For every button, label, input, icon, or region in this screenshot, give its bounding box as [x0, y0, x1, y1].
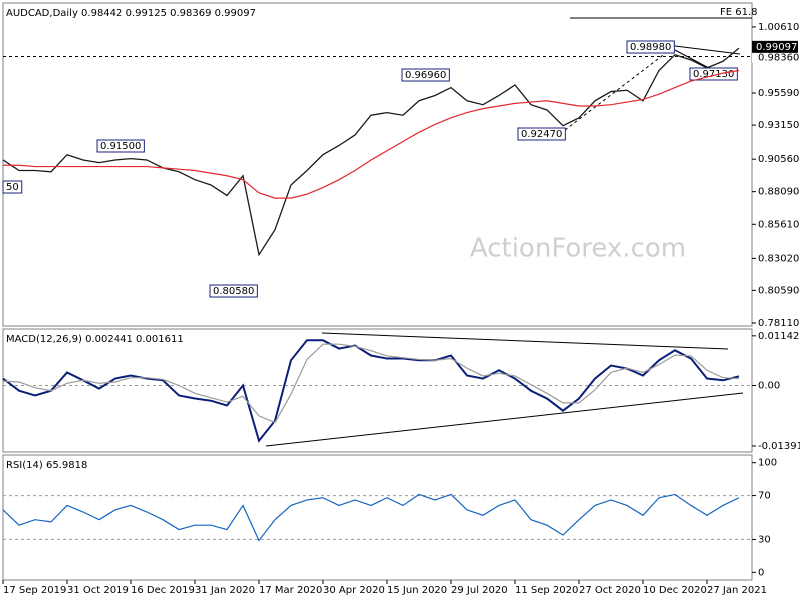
annotation-label: 0.96960 — [405, 70, 446, 81]
annotation-box — [96, 139, 145, 153]
last-price-label: 0.99097 — [756, 42, 797, 53]
price-box — [752, 51, 798, 63]
annotation-label: 0.97130 — [693, 69, 734, 80]
annotation-label: 0.98980 — [630, 42, 671, 53]
panel-title: MACD(12,26,9) 0.002441 0.001611 — [6, 334, 184, 345]
series-line — [2, 493, 740, 542]
annotation-label: 0.92470 — [521, 129, 562, 140]
x-tick-label: 17 Sep 2019 — [3, 585, 66, 596]
y-tick-label: 0.80590 — [758, 285, 799, 296]
x-tick-label: 16 Dec 2019 — [131, 585, 195, 596]
annotation-label: 0.80580 — [213, 286, 254, 297]
y-tick-label: 100 — [758, 458, 777, 469]
x-tick-label: 27 Jan 2021 — [707, 585, 767, 596]
series-line — [2, 47, 740, 257]
annotation-box — [209, 284, 258, 298]
annotation-label: 50 — [6, 182, 19, 193]
macd-trend-line — [321, 332, 729, 350]
x-tick-label: 10 Dec 2020 — [643, 585, 707, 596]
y-tick-label: 0.95590 — [758, 88, 799, 99]
y-tick-label: 70 — [758, 491, 771, 502]
y-tick-label: 0.78110 — [758, 318, 799, 329]
x-tick-label: 15 Jun 2020 — [387, 585, 447, 596]
macd-panel — [2, 328, 753, 453]
annotation-label: FE 61.8 — [720, 7, 758, 18]
panel-title: AUDCAD,Daily 0.98442 0.99125 0.98369 0.9… — [6, 8, 256, 19]
y-tick-label: 0.85610 — [758, 219, 799, 230]
series-line — [2, 343, 740, 424]
y-tick-label: 0.011427 — [758, 331, 800, 342]
annotation-box — [689, 67, 738, 81]
y-tick-label: -0.01391 — [758, 441, 800, 452]
x-tick-label: 31 Jan 2020 — [195, 585, 255, 596]
last-price-box — [752, 40, 798, 53]
price-line-label: 0.98360 — [758, 53, 799, 64]
annotation-label: 0.91500 — [100, 141, 141, 152]
panel-title: RSI(14) 65.9818 — [6, 460, 87, 471]
x-tick-label: 30 Apr 2020 — [323, 585, 385, 596]
annotation-box — [2, 180, 23, 194]
y-tick-label: 0.88090 — [758, 187, 799, 198]
series-line — [3, 69, 740, 199]
x-tick-label: 29 Jul 2020 — [451, 585, 508, 596]
y-tick-label: 0 — [758, 567, 764, 578]
y-tick-label: 1.00610 — [758, 22, 799, 33]
x-tick-label: 17 Mar 2020 — [259, 585, 322, 596]
y-tick-label: 0.90560 — [758, 154, 799, 165]
y-tick-label: 0.00 — [758, 381, 780, 392]
y-tick-label: 0.93150 — [758, 120, 799, 131]
x-tick-label: 11 Sep 2020 — [515, 585, 578, 596]
x-tick-label: 31 Oct 2019 — [67, 585, 129, 596]
annotation-box — [517, 127, 566, 141]
y-tick-label: 0.83020 — [758, 253, 799, 264]
price-panel — [2, 2, 753, 327]
trend-line — [564, 45, 676, 131]
watermark: ActionForex.com — [470, 234, 686, 264]
rsi-panel — [2, 454, 753, 581]
series-line — [2, 339, 740, 443]
y-tick-label: 30 — [758, 534, 771, 545]
annotation-box — [401, 68, 450, 82]
x-tick-label: 27 Oct 2020 — [579, 585, 641, 596]
annotation-box — [626, 40, 675, 54]
macd-trend-line — [265, 392, 744, 447]
trend-line — [674, 45, 741, 55]
